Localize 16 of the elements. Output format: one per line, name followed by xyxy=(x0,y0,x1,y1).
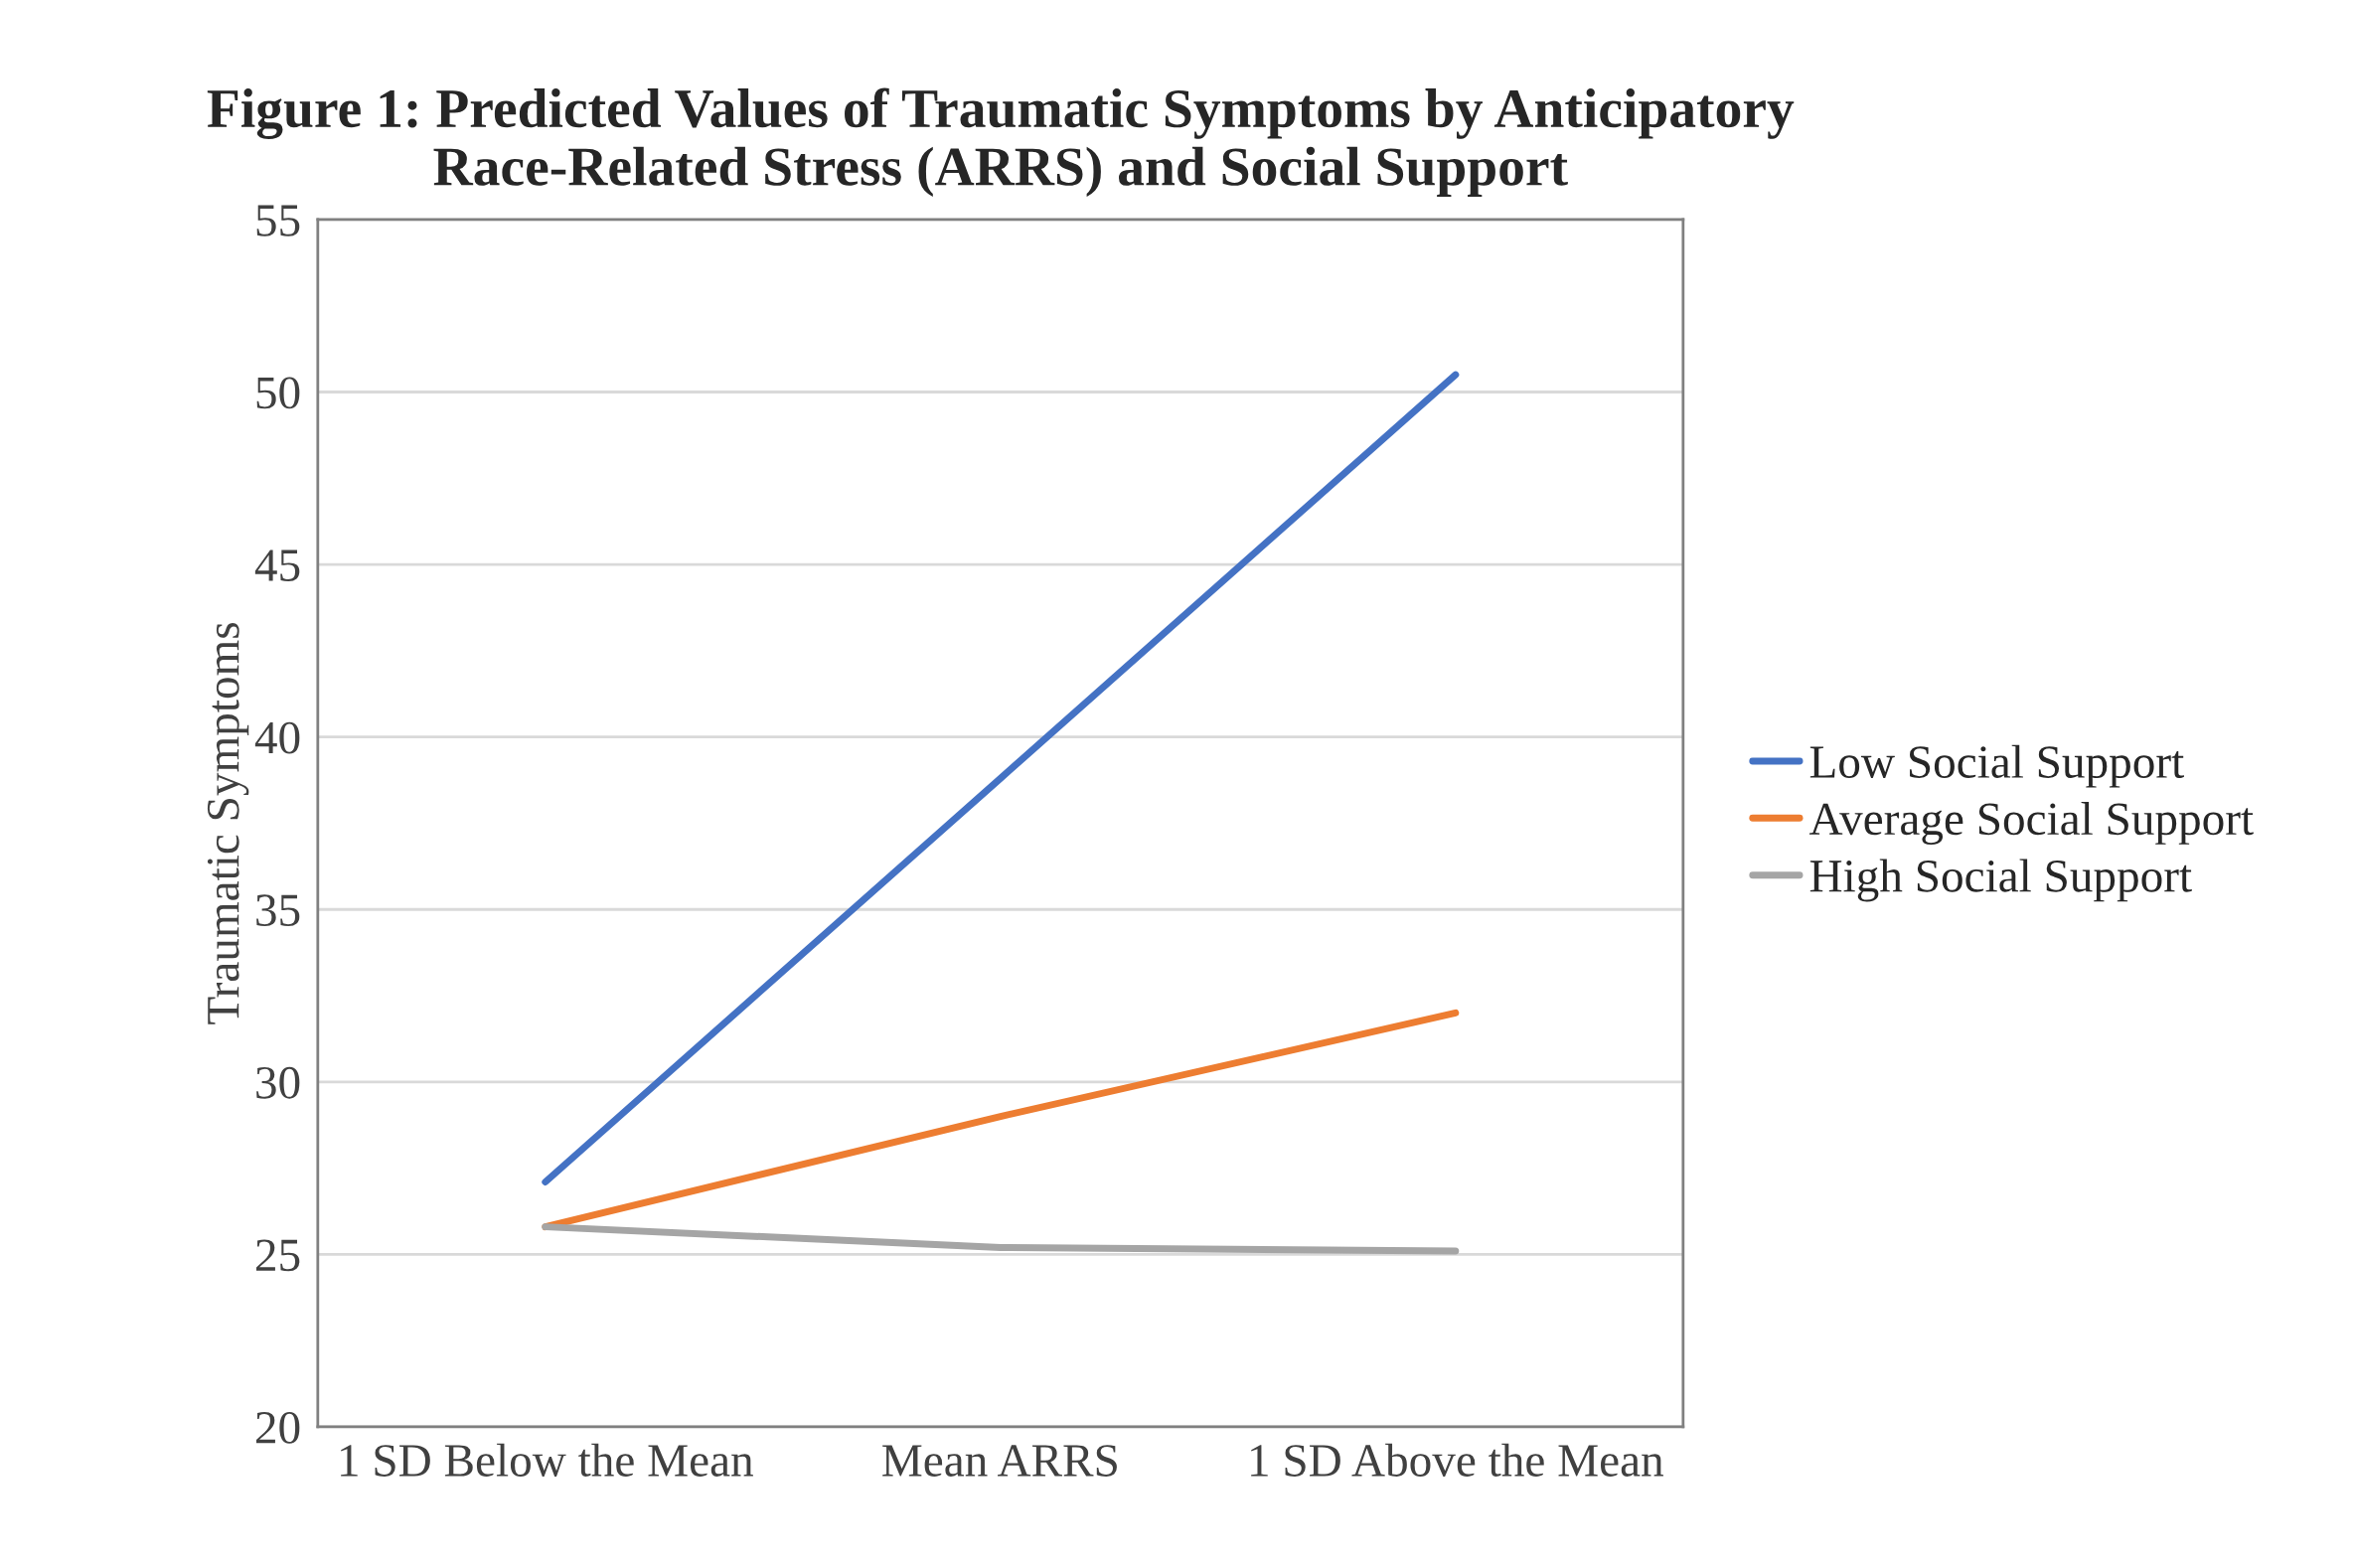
y-tick-label: 20 xyxy=(256,1411,300,1444)
x-tick-label: Mean ARRS xyxy=(882,1445,1117,1477)
legend-label: Low Social Support xyxy=(1809,744,2184,788)
y-tick-label: 40 xyxy=(254,721,300,754)
y-tick-label: 35 xyxy=(256,894,300,927)
y-tick-label: 25 xyxy=(256,1239,300,1272)
y-tick-label: 50 xyxy=(256,377,300,409)
chart-title: Figure 1: Predicted Values of Traumatic Symptoms by Anticipatory Race-Related Stress (ARRS) and Social Support xyxy=(207,87,1795,198)
y-axis-title: Traumatic Symptoms xyxy=(207,623,249,1024)
y-tick-label: 30 xyxy=(256,1066,300,1099)
legend-label: High Social Support xyxy=(1809,859,2192,902)
y-tick-label: 55 xyxy=(256,205,300,236)
y-tick-label: 45 xyxy=(254,549,300,581)
legend-label: Average Social Support xyxy=(1808,802,2254,846)
x-tick-label: 1 SD Above the Mean xyxy=(1251,1443,1663,1477)
x-tick-label: 1 SD Below the Mean xyxy=(341,1443,753,1477)
